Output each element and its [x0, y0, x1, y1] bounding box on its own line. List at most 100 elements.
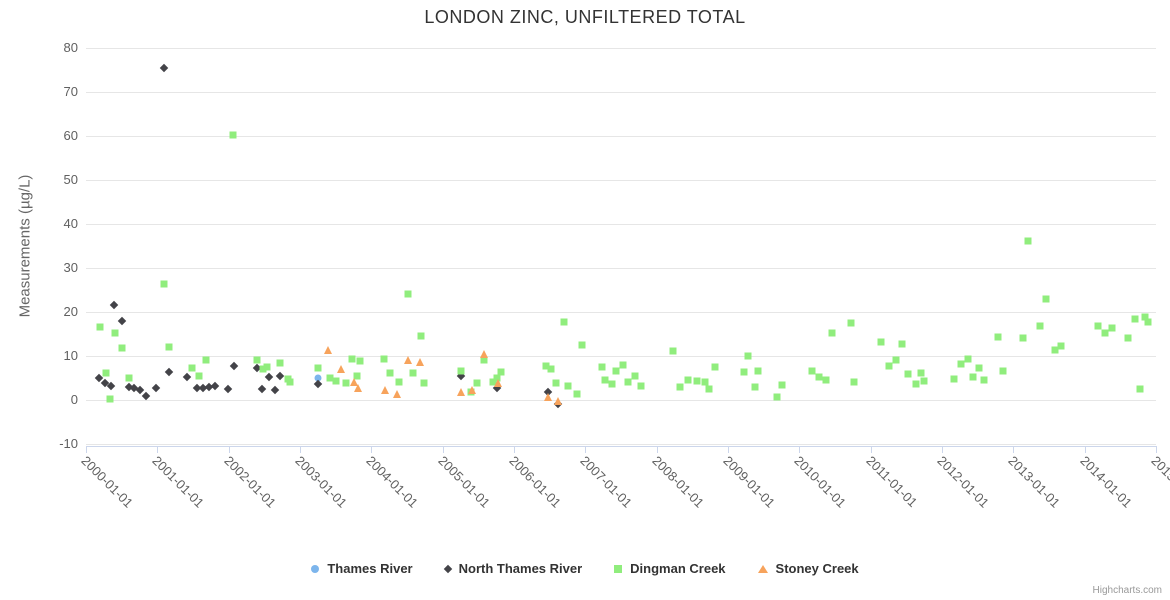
- data-point-stoney-creek[interactable]: [353, 384, 362, 393]
- data-point-dingman-creek[interactable]: [202, 356, 210, 364]
- data-point-dingman-creek[interactable]: [1057, 342, 1065, 350]
- data-point-dingman-creek[interactable]: [754, 367, 762, 375]
- data-point-north-thames-river[interactable]: [230, 361, 239, 371]
- data-point-dingman-creek[interactable]: [356, 357, 364, 365]
- data-point-dingman-creek[interactable]: [676, 383, 684, 391]
- data-point-dingman-creek[interactable]: [684, 376, 692, 384]
- data-point-dingman-creek[interactable]: [420, 379, 428, 387]
- data-point-dingman-creek[interactable]: [705, 385, 713, 393]
- data-point-dingman-creek[interactable]: [326, 374, 334, 382]
- data-point-north-thames-river[interactable]: [141, 391, 151, 401]
- data-point-north-thames-river[interactable]: [117, 316, 126, 326]
- data-point-dingman-creek[interactable]: [711, 363, 719, 371]
- data-point-dingman-creek[interactable]: [912, 380, 920, 388]
- data-point-dingman-creek[interactable]: [348, 355, 356, 363]
- data-point-dingman-creek[interactable]: [601, 376, 609, 384]
- highcharts-credits-link[interactable]: Highcharts.com: [1092, 585, 1162, 596]
- legend-item-thames-river[interactable]: Thames River: [311, 561, 413, 576]
- data-point-dingman-creek[interactable]: [188, 364, 196, 372]
- data-point-dingman-creek[interactable]: [165, 343, 173, 351]
- data-point-dingman-creek[interactable]: [920, 377, 928, 385]
- data-point-stoney-creek[interactable]: [457, 388, 466, 397]
- data-point-dingman-creek[interactable]: [847, 319, 855, 327]
- data-point-dingman-creek[interactable]: [160, 280, 168, 288]
- data-point-dingman-creek[interactable]: [263, 363, 271, 371]
- data-point-dingman-creek[interactable]: [286, 378, 294, 386]
- data-point-stoney-creek[interactable]: [467, 385, 476, 394]
- data-point-dingman-creek[interactable]: [125, 374, 133, 382]
- data-point-dingman-creek[interactable]: [497, 368, 505, 376]
- legend-item-stoney-creek[interactable]: Stoney Creek: [757, 561, 859, 576]
- data-point-dingman-creek[interactable]: [917, 369, 925, 377]
- data-point-dingman-creek[interactable]: [1136, 385, 1144, 393]
- data-point-dingman-creek[interactable]: [417, 332, 425, 340]
- data-point-dingman-creek[interactable]: [828, 329, 836, 337]
- data-point-dingman-creek[interactable]: [999, 367, 1007, 375]
- data-point-dingman-creek[interactable]: [560, 318, 568, 326]
- data-point-dingman-creek[interactable]: [1124, 334, 1132, 342]
- data-point-stoney-creek[interactable]: [415, 358, 424, 367]
- data-point-north-thames-river[interactable]: [164, 367, 173, 377]
- data-point-north-thames-river[interactable]: [223, 384, 233, 394]
- data-point-stoney-creek[interactable]: [480, 349, 489, 358]
- data-point-stoney-creek[interactable]: [337, 365, 346, 374]
- data-point-dingman-creek[interactable]: [573, 390, 581, 398]
- data-point-stoney-creek[interactable]: [380, 385, 389, 394]
- data-point-dingman-creek[interactable]: [489, 378, 497, 386]
- data-point-north-thames-river[interactable]: [183, 372, 192, 382]
- data-point-dingman-creek[interactable]: [118, 344, 126, 352]
- data-point-dingman-creek[interactable]: [808, 367, 816, 375]
- data-point-dingman-creek[interactable]: [637, 382, 645, 390]
- data-point-dingman-creek[interactable]: [480, 356, 488, 364]
- data-point-dingman-creek[interactable]: [619, 361, 627, 369]
- data-point-dingman-creek[interactable]: [473, 379, 481, 387]
- data-point-dingman-creek[interactable]: [1131, 315, 1139, 323]
- data-point-dingman-creek[interactable]: [542, 362, 550, 370]
- data-point-dingman-creek[interactable]: [380, 355, 388, 363]
- data-point-dingman-creek[interactable]: [1051, 346, 1059, 354]
- data-point-dingman-creek[interactable]: [493, 374, 501, 382]
- data-point-north-thames-river[interactable]: [106, 381, 116, 391]
- data-point-dingman-creek[interactable]: [1101, 329, 1109, 337]
- data-point-dingman-creek[interactable]: [773, 393, 780, 401]
- data-point-dingman-creek[interactable]: [276, 359, 284, 367]
- data-point-dingman-creek[interactable]: [96, 323, 104, 331]
- data-point-dingman-creek[interactable]: [259, 365, 267, 373]
- data-point-thames-river[interactable]: [314, 374, 322, 382]
- data-point-north-thames-river[interactable]: [265, 372, 274, 382]
- data-point-dingman-creek[interactable]: [1094, 322, 1101, 330]
- data-point-dingman-creek[interactable]: [1019, 334, 1027, 342]
- data-point-dingman-creek[interactable]: [386, 369, 394, 377]
- data-point-dingman-creek[interactable]: [395, 378, 403, 386]
- data-point-dingman-creek[interactable]: [751, 383, 759, 391]
- data-point-stoney-creek[interactable]: [323, 345, 332, 354]
- data-point-dingman-creek[interactable]: [578, 341, 586, 349]
- data-point-north-thames-river[interactable]: [275, 371, 285, 381]
- data-point-dingman-creek[interactable]: [552, 379, 560, 387]
- data-point-dingman-creek[interactable]: [457, 367, 465, 375]
- data-point-dingman-creek[interactable]: [975, 364, 983, 372]
- data-point-dingman-creek[interactable]: [229, 131, 237, 139]
- data-point-dingman-creek[interactable]: [332, 377, 340, 385]
- data-point-dingman-creek[interactable]: [964, 355, 972, 363]
- data-point-dingman-creek[interactable]: [740, 368, 748, 376]
- data-point-dingman-creek[interactable]: [253, 356, 261, 364]
- data-point-dingman-creek[interactable]: [778, 381, 786, 389]
- data-point-dingman-creek[interactable]: [612, 367, 620, 375]
- data-point-dingman-creek[interactable]: [892, 356, 900, 364]
- data-point-stoney-creek[interactable]: [350, 377, 359, 386]
- data-point-dingman-creek[interactable]: [342, 379, 350, 387]
- data-point-north-thames-river[interactable]: [159, 63, 168, 73]
- data-point-dingman-creek[interactable]: [547, 365, 555, 373]
- data-point-north-thames-river[interactable]: [151, 383, 161, 393]
- data-point-dingman-creek[interactable]: [631, 372, 639, 380]
- data-point-dingman-creek[interactable]: [106, 395, 114, 403]
- data-point-dingman-creek[interactable]: [822, 376, 830, 384]
- data-point-dingman-creek[interactable]: [850, 378, 858, 386]
- data-point-dingman-creek[interactable]: [1024, 237, 1032, 245]
- data-point-dingman-creek[interactable]: [1141, 313, 1149, 321]
- data-point-dingman-creek[interactable]: [980, 376, 988, 384]
- data-point-stoney-creek[interactable]: [404, 355, 413, 364]
- data-point-stoney-creek[interactable]: [543, 392, 552, 401]
- data-point-dingman-creek[interactable]: [744, 352, 752, 360]
